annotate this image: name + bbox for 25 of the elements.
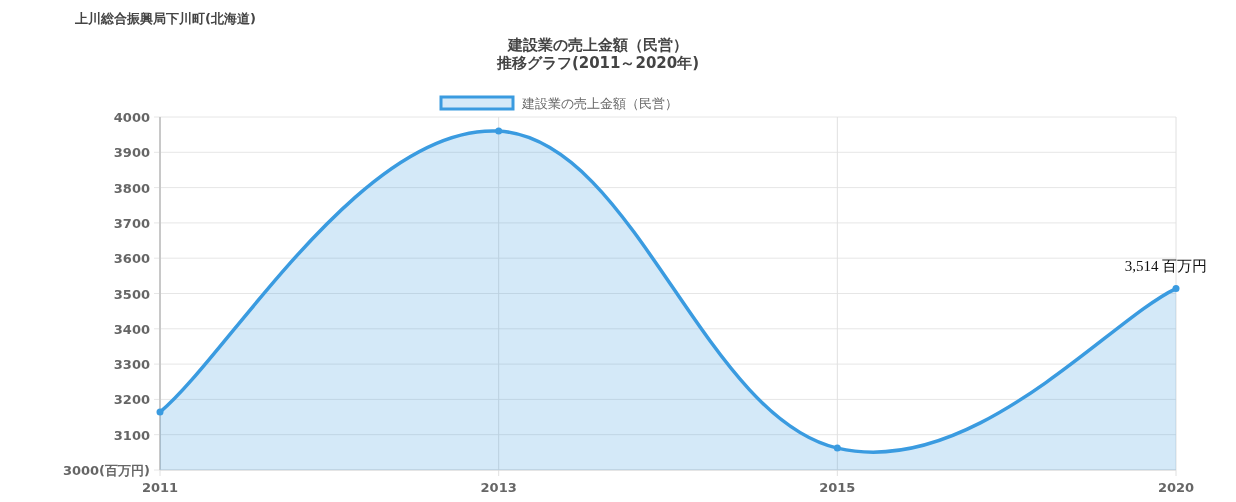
y-tick-label: 3500 — [113, 286, 150, 302]
x-tick-label: 2020 — [1157, 480, 1195, 495]
y-tick-label: 3300 — [113, 357, 150, 373]
chart-subtitle: 推移グラフ(2011～2020年) — [495, 54, 700, 72]
x-tick-label: 2011 — [141, 480, 179, 495]
y-tick-label: 3800 — [113, 180, 150, 196]
y-tick-label: 3200 — [113, 392, 150, 408]
x-tick-label: 2013 — [480, 480, 517, 495]
text: 上川総合振興局下川町(北海道) — [74, 11, 256, 26]
point — [495, 127, 503, 135]
point — [156, 408, 164, 416]
point — [1172, 285, 1180, 293]
series-label: 建設業の売上金額（民営） — [521, 96, 678, 111]
y-tick-label: 3400 — [113, 321, 150, 337]
legend: 建設業の売上金額（民営） — [439, 95, 678, 111]
point — [833, 444, 841, 452]
x-tick-label: 2015 — [819, 480, 856, 495]
annotation: 3,514 百万円 — [1124, 257, 1208, 274]
chart-title: 建設業の売上金額（民営） — [507, 36, 688, 54]
y-tick-label: 3000(百万円) — [62, 463, 150, 478]
y-tick-label: 3600 — [113, 251, 150, 267]
y-tick-label: 3900 — [113, 145, 150, 161]
y-tick-label: 4000 — [113, 110, 150, 125]
y-tick-label: 3700 — [113, 215, 150, 231]
y-tick-label: 3100 — [113, 427, 150, 443]
